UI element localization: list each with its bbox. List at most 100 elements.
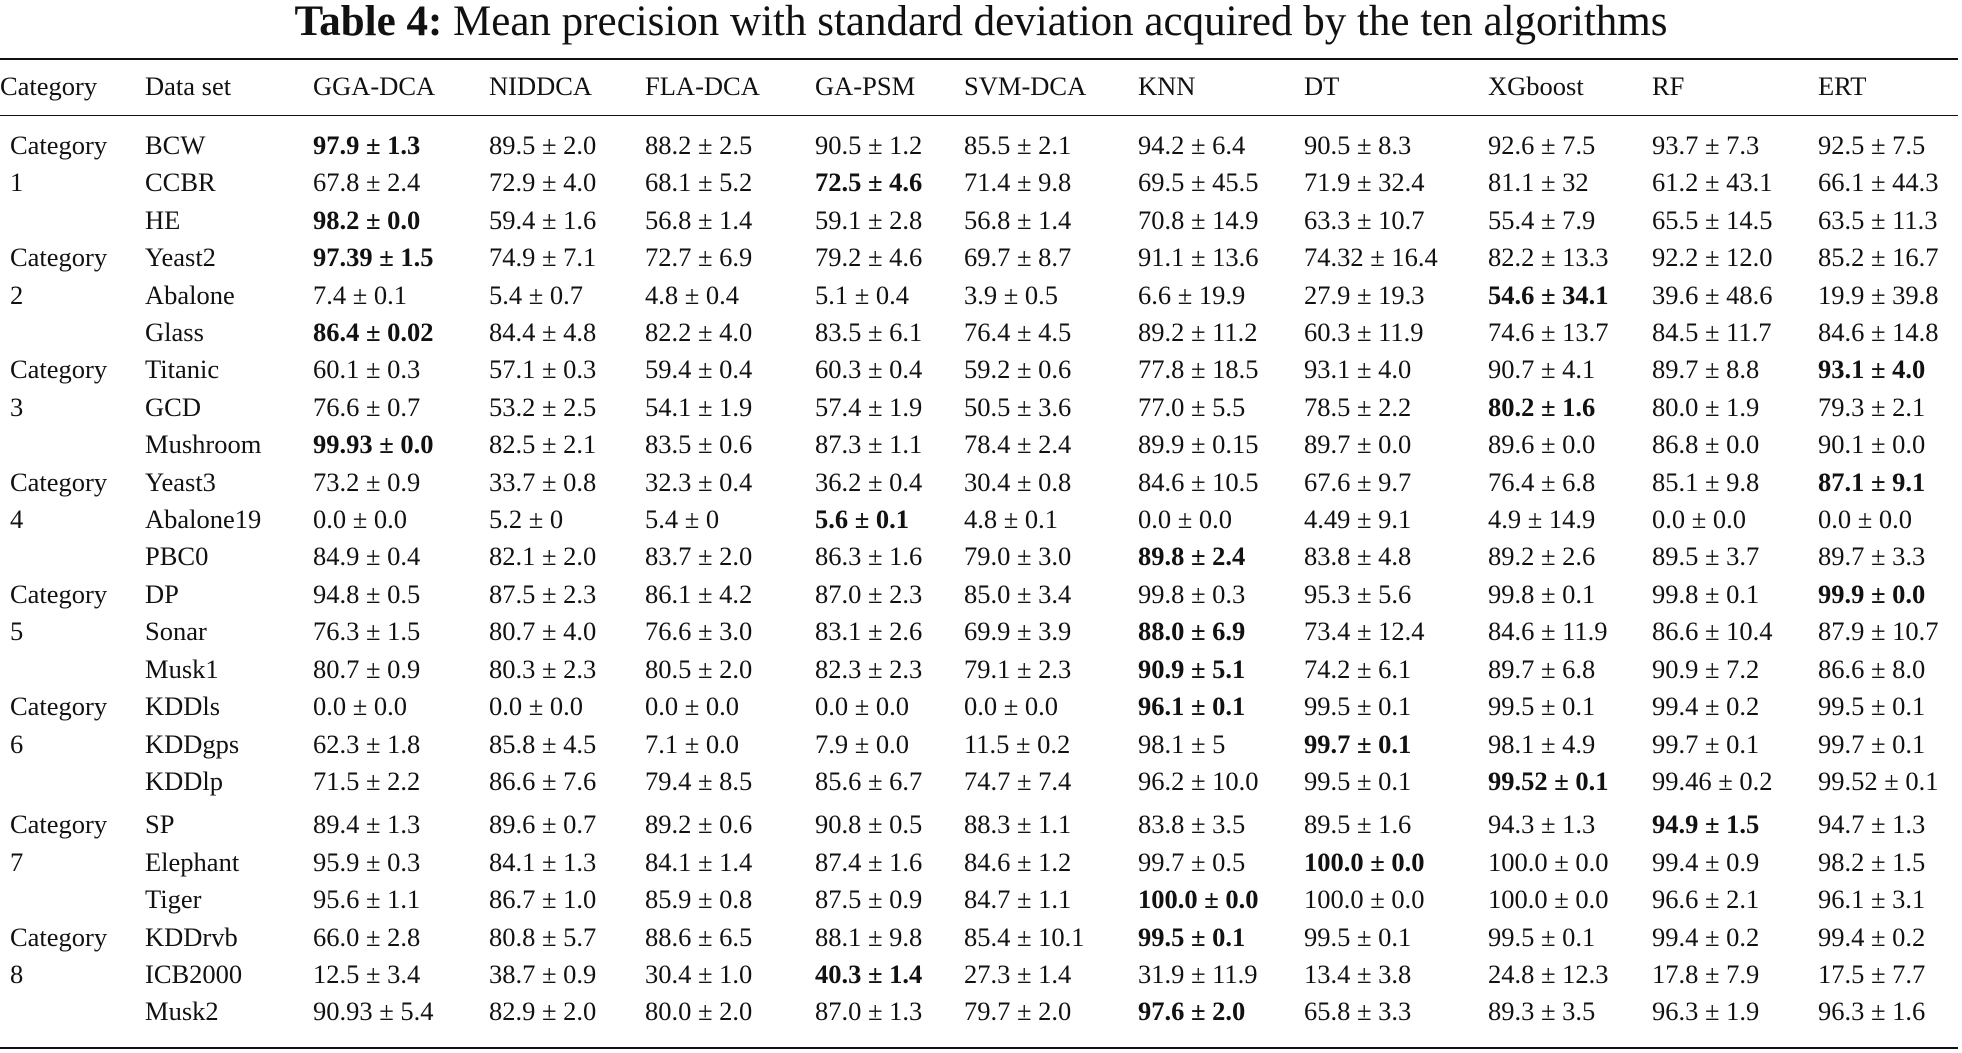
value-cell: 32.3 ± 0.4 [645, 466, 753, 497]
category-cell [0, 993, 145, 1030]
value-cell: 99.52 ± 0.1 [1818, 765, 1939, 796]
value-cell: 76.6 ± 3.0 [645, 616, 753, 647]
spacer-cell [0, 111, 1958, 127]
value-cell: 90.5 ± 1.2 [815, 130, 923, 160]
dataset-cell: Tiger [145, 884, 202, 915]
value-cell: 79.2 ± 4.6 [815, 242, 923, 273]
value-cell: 73.4 ± 12.4 [1304, 616, 1425, 647]
value-cell: 86.7 ± 1.0 [489, 884, 597, 915]
category-cell [0, 202, 145, 239]
value-cell: 80.3 ± 2.3 [489, 653, 597, 684]
value-cell: 86.6 ± 10.4 [1652, 616, 1773, 647]
value-cell: 94.2 ± 6.4 [1138, 130, 1246, 160]
value-cell: 89.3 ± 3.5 [1488, 996, 1596, 1027]
category-cell: 2 [10, 279, 24, 310]
value-cell: 6.6 ± 19.9 [1138, 279, 1246, 310]
value-cell: 99.4 ± 0.9 [1652, 846, 1760, 877]
value-cell: 92.5 ± 7.5 [1818, 130, 1926, 160]
dataset-cell: Mushroom [145, 429, 262, 460]
value-cell: 5.2 ± 0 [489, 504, 564, 535]
value-cell: 0.0 ± 0.0 [489, 691, 584, 722]
table-row: Category Titanic 60.1 ± 0.3 57.1 ± 0.3 59.4 … [0, 351, 1958, 388]
value-cell: 100.0 ± 0.0 [1488, 884, 1609, 915]
value-cell: 80.7 ± 0.9 [313, 653, 421, 684]
table-row: 5 Sonar 76.3 ± 1.5 80.7 ± 4.0 76.6 ± 3.0 83.1… [0, 613, 1958, 650]
value-cell: 33.7 ± 0.8 [489, 466, 597, 497]
column-header: SVM-DCA [964, 71, 1087, 101]
value-cell: 79.4 ± 8.5 [645, 765, 753, 796]
value-cell: 61.2 ± 43.1 [1652, 167, 1773, 198]
best-value-cell: 87.1 ± 9.1 [1818, 466, 1926, 497]
best-value-cell: 90.9 ± 5.1 [1138, 653, 1246, 684]
value-cell: 72.9 ± 4.0 [489, 167, 597, 198]
value-cell: 17.5 ± 7.7 [1818, 958, 1926, 989]
value-cell: 89.7 ± 6.8 [1488, 653, 1596, 684]
value-cell: 95.9 ± 0.3 [313, 846, 421, 877]
value-cell: 50.5 ± 3.6 [964, 391, 1072, 422]
value-cell: 80.7 ± 4.0 [489, 616, 597, 647]
dataset-cell: PBC0 [145, 541, 209, 572]
value-cell: 82.1 ± 2.0 [489, 541, 597, 572]
value-cell: 4.49 ± 9.1 [1304, 504, 1412, 535]
header-spacer [0, 111, 1958, 127]
dataset-cell: Glass [145, 317, 204, 348]
value-cell: 67.6 ± 9.7 [1304, 466, 1412, 497]
value-cell: 27.9 ± 19.3 [1304, 279, 1425, 310]
dataset-cell: GCD [145, 391, 201, 422]
value-cell: 66.1 ± 44.3 [1818, 167, 1939, 198]
value-cell: 74.32 ± 16.4 [1304, 242, 1438, 273]
header-row: Category Data set GGA-DCA NIDDCA FLA-DCA GA-P… [0, 62, 1958, 111]
value-cell: 87.5 ± 0.9 [815, 884, 923, 915]
caption-text: Mean precision with standard deviation a… [453, 0, 1668, 45]
value-cell: 93.7 ± 7.3 [1652, 130, 1760, 160]
best-value-cell: 100.0 ± 0.0 [1138, 884, 1259, 915]
value-cell: 12.5 ± 3.4 [313, 958, 421, 989]
value-cell: 85.6 ± 6.7 [815, 765, 923, 796]
column-header: ERT [1818, 71, 1867, 101]
table-row: 3 GCD 76.6 ± 0.7 53.2 ± 2.5 54.1 ± 1.9 57.4 ±… [0, 389, 1958, 426]
best-value-cell: 86.4 ± 0.02 [313, 317, 434, 348]
value-cell: 4.8 ± 0.1 [964, 504, 1059, 535]
category-cell [0, 538, 145, 575]
table-body: Category BCW 97.9 ± 1.3 89.5 ± 2.0 88.2 ± 2.… [0, 111, 1958, 1031]
value-cell: 5.4 ± 0.7 [489, 279, 584, 310]
dataset-cell: KDDgps [145, 728, 240, 759]
value-cell: 39.6 ± 48.6 [1652, 279, 1773, 310]
table-row: Musk1 80.7 ± 0.9 80.3 ± 2.3 80.5 ± 2.0 82.3 … [0, 651, 1958, 688]
value-cell: 0.0 ± 0.0 [1138, 504, 1233, 535]
dataset-cell: Musk2 [145, 996, 219, 1027]
value-cell: 70.8 ± 14.9 [1138, 204, 1259, 235]
value-cell: 89.5 ± 3.7 [1652, 541, 1760, 572]
value-cell: 76.4 ± 4.5 [964, 317, 1072, 348]
value-cell: 84.1 ± 1.3 [489, 846, 597, 877]
best-value-cell: 97.9 ± 1.3 [313, 130, 421, 160]
column-header: XGboost [1488, 71, 1584, 101]
value-cell: 99.4 ± 0.2 [1818, 921, 1926, 952]
value-cell: 69.5 ± 45.5 [1138, 167, 1259, 198]
value-cell: 89.7 ± 0.0 [1304, 429, 1412, 460]
category-cell [0, 651, 145, 688]
column-header: FLA-DCA [645, 71, 760, 101]
value-cell: 99.4 ± 0.2 [1652, 691, 1760, 722]
value-cell: 85.1 ± 9.8 [1652, 466, 1760, 497]
table-row: Category KDDrvb 66.0 ± 2.8 80.8 ± 5.7 88.6 ±… [0, 919, 1958, 956]
value-cell: 86.8 ± 0.0 [1652, 429, 1760, 460]
value-cell: 60.1 ± 0.3 [313, 354, 421, 385]
value-cell: 90.93 ± 5.4 [313, 996, 434, 1027]
value-cell: 99.8 ± 0.1 [1652, 578, 1760, 609]
value-cell: 74.7 ± 7.4 [964, 765, 1072, 796]
value-cell: 79.7 ± 2.0 [964, 996, 1072, 1027]
table-row: 2 Abalone 7.4 ± 0.1 5.4 ± 0.7 4.8 ± 0.4 5.1 ±… [0, 277, 1958, 314]
value-cell: 89.5 ± 1.6 [1304, 809, 1412, 840]
value-cell: 81.1 ± 32 [1488, 167, 1589, 198]
dataset-cell: Elephant [145, 846, 240, 877]
category-cell: Category [10, 130, 108, 160]
value-cell: 79.1 ± 2.3 [964, 653, 1072, 684]
dataset-cell: KDDls [145, 691, 221, 722]
category-cell [0, 763, 145, 800]
category-cell: Category [10, 809, 108, 840]
category-cell: Category [10, 691, 108, 722]
best-value-cell: 93.1 ± 4.0 [1818, 354, 1926, 385]
value-cell: 38.7 ± 0.9 [489, 958, 597, 989]
